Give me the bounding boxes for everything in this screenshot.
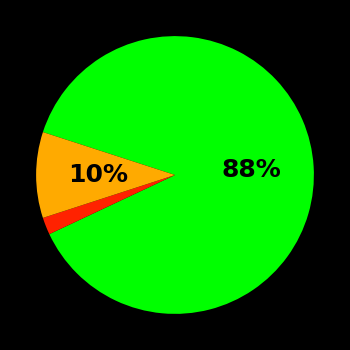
Wedge shape <box>36 132 175 218</box>
Text: 10%: 10% <box>69 163 128 187</box>
Wedge shape <box>43 36 314 314</box>
Text: 88%: 88% <box>221 158 281 182</box>
Wedge shape <box>43 175 175 234</box>
